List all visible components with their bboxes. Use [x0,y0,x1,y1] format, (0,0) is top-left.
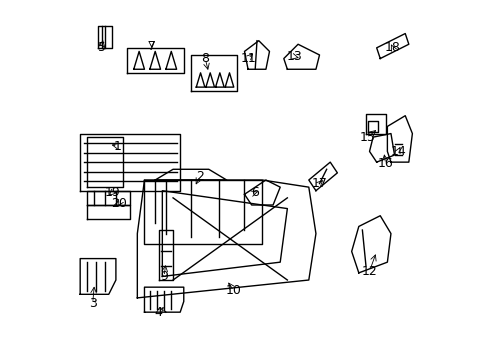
Text: 2: 2 [196,170,203,183]
Text: 8: 8 [201,52,209,65]
Text: 7: 7 [147,40,155,53]
Text: 12: 12 [361,265,377,278]
Text: 6: 6 [251,186,259,199]
Text: 18: 18 [384,41,400,54]
Text: 11: 11 [240,52,255,65]
Text: 1: 1 [114,140,122,153]
Text: 17: 17 [311,177,327,190]
Text: 13: 13 [286,50,302,63]
Text: 19: 19 [104,186,120,199]
Text: 14: 14 [389,145,405,158]
Text: 9: 9 [160,270,168,283]
Text: 20: 20 [111,197,127,210]
Text: 15: 15 [359,131,375,144]
Text: 10: 10 [225,284,241,297]
Text: 3: 3 [88,297,97,310]
Text: 4: 4 [155,306,163,319]
Text: 5: 5 [98,41,105,54]
Text: 16: 16 [377,157,393,170]
